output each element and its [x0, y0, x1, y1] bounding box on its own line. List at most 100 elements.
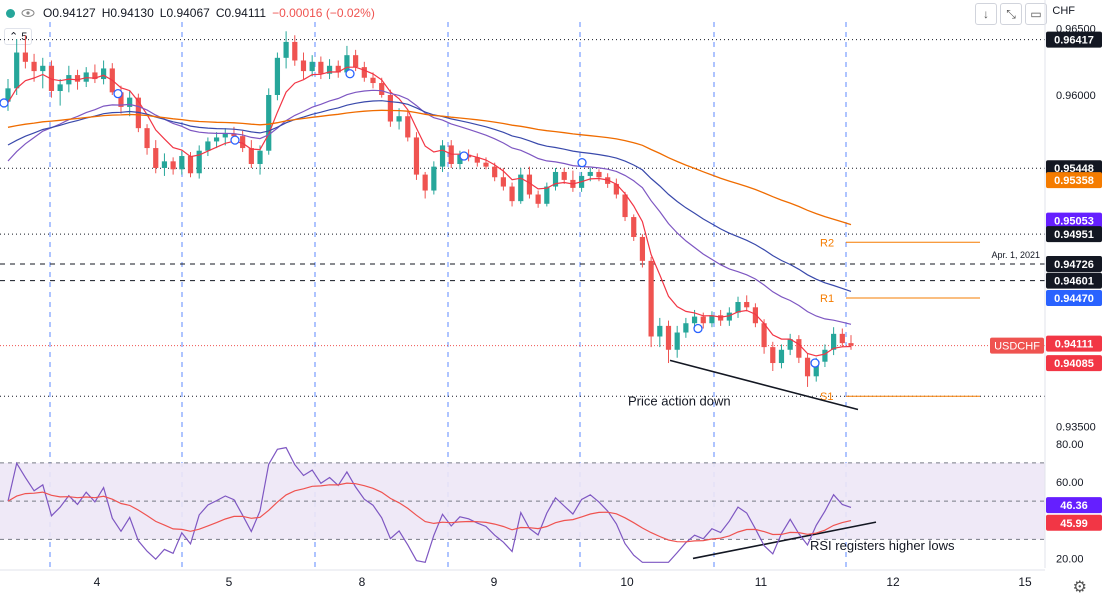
candle-body [66, 75, 72, 85]
candle-body [170, 161, 176, 170]
event-marker [0, 98, 9, 108]
candle-body [744, 301, 750, 308]
candle-body [413, 137, 420, 175]
x-tick-label: 9 [491, 575, 498, 589]
rsi-axis-tag-label: 46.36 [1060, 500, 1088, 512]
candle-body [396, 116, 402, 122]
candle-body [822, 349, 828, 362]
candle-body [509, 186, 515, 202]
ohlc-close: C0.94111 [215, 6, 267, 20]
candle-body [240, 136, 246, 149]
candle-body [457, 154, 463, 164]
event-marker [577, 158, 587, 168]
candle-body [370, 77, 376, 84]
rsi-y-tick-label: 20.00 [1056, 553, 1084, 565]
candle-body [674, 332, 680, 350]
candle-body [422, 174, 428, 191]
candle-body [92, 72, 98, 80]
chevron-up-icon: ⌃ [9, 31, 19, 43]
arrow-down-icon[interactable]: ↓ [975, 3, 997, 25]
candle-body [813, 361, 819, 377]
event-marker [459, 151, 469, 161]
symbol-tag-label: USDCHF [994, 341, 1040, 353]
candle-body [735, 301, 741, 313]
maximize-icon[interactable]: ▭ [1025, 3, 1047, 25]
candle-body [492, 166, 498, 178]
candle-body [5, 88, 11, 102]
candle-body [248, 148, 254, 164]
candle-body [309, 61, 315, 72]
rsi-axis-tag [1046, 497, 1102, 514]
candle-body [770, 347, 776, 364]
candle-body [118, 92, 124, 107]
price-axis-tag [1046, 172, 1102, 189]
x-tick-label: 11 [755, 575, 768, 589]
ohlc-open: O0.94127 [43, 6, 96, 20]
candle-body [83, 72, 89, 82]
candle-body [405, 116, 411, 138]
candle-body [500, 177, 506, 187]
candle-body [127, 97, 133, 107]
interval-value: 5 [21, 30, 28, 43]
price-annotation: Price action down [628, 393, 731, 408]
candle-body [839, 333, 845, 344]
collapse-icon[interactable]: ⤡ [1000, 3, 1022, 25]
y-tick-label: 0.93500 [1056, 422, 1096, 434]
candle-body [74, 75, 81, 82]
candle-body [40, 65, 46, 72]
candle-body [379, 83, 385, 95]
candle-body [483, 162, 489, 167]
candle-body [353, 55, 359, 68]
candle-body [318, 61, 324, 74]
rsi-trendline [692, 521, 877, 560]
price-axis-tag [1046, 355, 1102, 372]
candle-body [639, 236, 646, 261]
currency-label: CHF [1052, 5, 1075, 17]
candle-body [561, 171, 567, 180]
rsi-line [7, 446, 852, 563]
candle-body [257, 150, 263, 164]
candle-body [787, 339, 793, 350]
candle-body [700, 316, 706, 324]
x-tick-label: 15 [1018, 575, 1032, 589]
ma-slow-line [7, 100, 852, 292]
candle-body [804, 357, 811, 377]
ohlc-low: L0.94067 [159, 6, 210, 20]
candle-body [691, 316, 698, 324]
price-axis-tag-label: 0.94726 [1054, 259, 1094, 271]
rsi-axis-tag [1046, 514, 1102, 531]
price-axis-tag-label: 0.95053 [1054, 216, 1094, 228]
price-axis-tag-label: 0.94085 [1054, 358, 1094, 370]
candle-body [709, 315, 715, 324]
rsi-y-tick-label: 60.00 [1056, 477, 1084, 489]
ma-fast-line [7, 66, 852, 357]
candle-body [718, 315, 724, 321]
candle-body [796, 339, 802, 358]
candle-body [778, 349, 785, 364]
candle-body [300, 60, 307, 72]
candle-body [22, 52, 28, 62]
candle-body [283, 41, 289, 58]
event-marker [810, 358, 820, 368]
price-trendline [669, 359, 859, 411]
ohlc-legend: O0.94127 H0.94130 L0.94067 C0.94111 −0.0… [6, 6, 375, 20]
price-axis-tag-label: 0.94111 [1055, 339, 1094, 351]
price-axis-tag [1046, 226, 1102, 243]
price-axis-tag [1046, 31, 1102, 48]
candle-body [431, 166, 437, 191]
candle-body [344, 55, 350, 73]
y-tick-label: 0.96000 [1056, 90, 1096, 102]
candle-body [57, 84, 63, 92]
candle-body [14, 52, 20, 89]
eye-icon[interactable] [21, 8, 35, 18]
symbol-status-dot [6, 8, 15, 18]
ma-long-line [7, 109, 852, 226]
symbol-tag [990, 337, 1044, 354]
gear-icon[interactable]: ⚙ [1072, 579, 1087, 596]
ma-mid-line [7, 89, 852, 325]
candle-body [196, 150, 202, 174]
candle-body [535, 194, 541, 204]
candle-body [665, 325, 672, 350]
x-tick-label: 8 [359, 575, 366, 589]
